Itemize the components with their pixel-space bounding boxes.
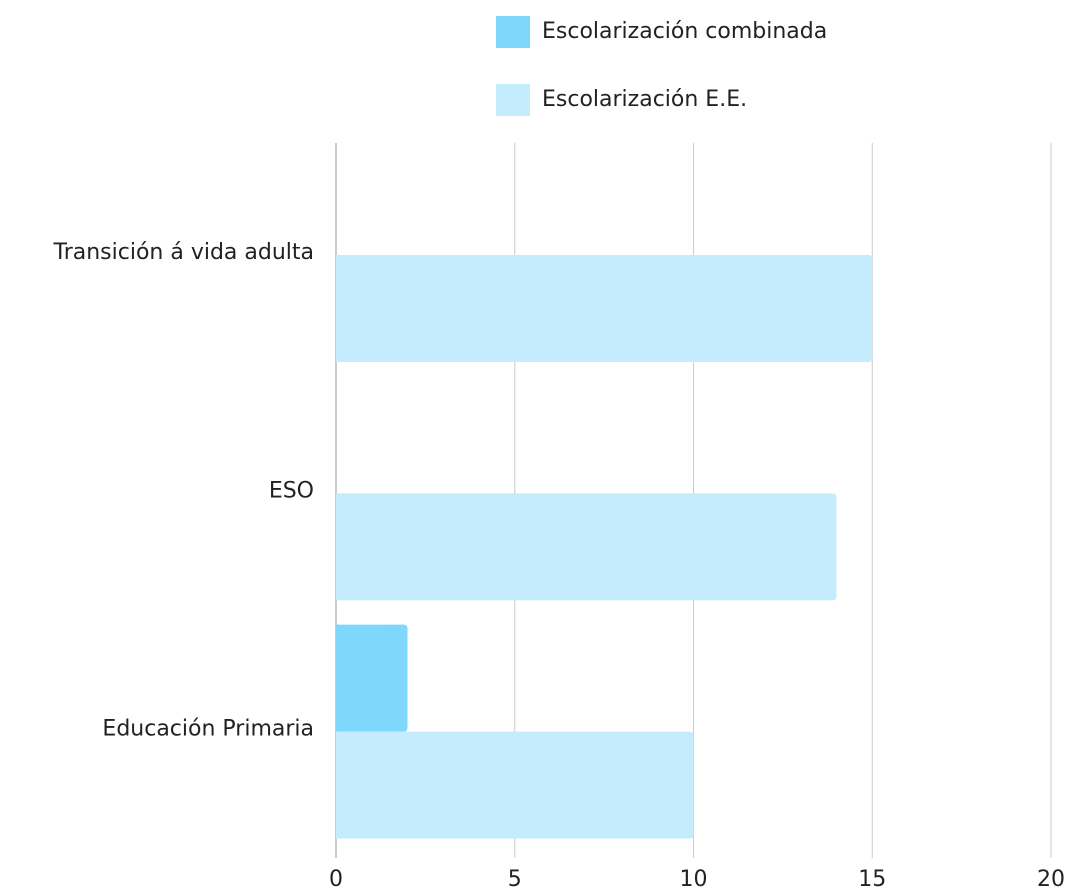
x-tick-label: 10 — [680, 867, 708, 892]
y-tick-label: Educación Primaria — [102, 717, 314, 742]
y-tick-label: ESO — [269, 478, 314, 503]
bar — [336, 731, 694, 839]
x-tick-label: 0 — [329, 867, 343, 892]
legend-label: Escolarización combinada — [542, 19, 827, 44]
x-tick-label: 15 — [858, 867, 886, 892]
legend-label: Escolarización E.E. — [542, 87, 747, 112]
y-tick-label: Transición á vida adulta — [52, 240, 314, 265]
x-tick-label: 5 — [508, 867, 522, 892]
bar — [336, 624, 408, 732]
legend-swatch — [496, 84, 530, 116]
x-tick-label: 20 — [1037, 867, 1065, 892]
legend-swatch — [496, 16, 530, 48]
bar — [336, 493, 837, 601]
bar — [336, 255, 873, 362]
